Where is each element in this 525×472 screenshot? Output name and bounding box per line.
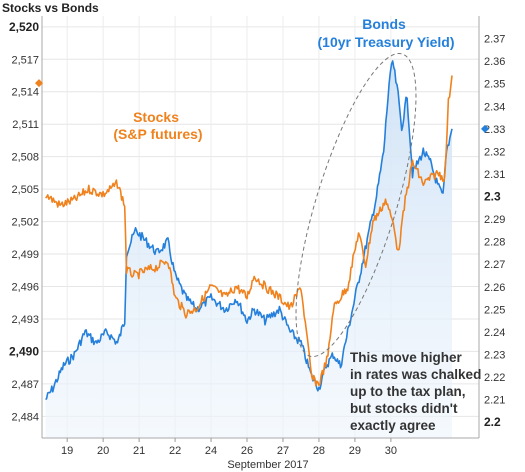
- right-tick-label: 2.23: [484, 350, 505, 362]
- right-tick-label: 2.27: [484, 259, 505, 271]
- note-annotation: This move higher in rates was chalked up…: [350, 350, 485, 433]
- left-tick-label: 2,484: [11, 411, 39, 423]
- left-tick-label: 2,505: [11, 184, 39, 196]
- x-tick-label: 26: [241, 445, 253, 457]
- left-tick-label: 2,511: [12, 119, 39, 131]
- x-axis-ticks: 19 20 21 22 24 26 27 28 29 30: [61, 438, 397, 457]
- x-tick-label: 30: [385, 445, 397, 457]
- left-axis-ticks: 2,484 2,487 2,490 2,493 2,496 2,499 2,502 2,505…: [9, 20, 39, 424]
- left-tick-label: 2,490: [9, 344, 39, 358]
- x-tick-label: 28: [313, 445, 325, 457]
- right-tick-label: 2.22: [484, 372, 505, 384]
- x-tick-label: 22: [169, 445, 181, 457]
- note-line-5: exactly agree: [350, 418, 436, 433]
- bonds-area-fill: [45, 61, 452, 438]
- note-line-2: in rates was chalked: [350, 367, 481, 382]
- right-tick-label: 2.32: [484, 146, 505, 158]
- bonds-annotation-line-2: (10yr Treasury Yield): [318, 34, 455, 50]
- right-tick-label: 2.37: [484, 34, 505, 46]
- right-tick-label: 2.36: [484, 56, 505, 68]
- chart-title: Stocks vs Bonds: [2, 1, 99, 15]
- right-tick-label: 2.21: [484, 395, 505, 407]
- right-axis-ticks: 2.2 2.21 2.22 2.23 2.24 2.25 2.26 2.27 2.28 2.29 2…: [484, 34, 505, 430]
- note-line-1: This move higher: [350, 350, 463, 365]
- right-tick-label: 2.34: [484, 101, 505, 113]
- bonds-annotation-line-1: Bonds: [362, 16, 406, 32]
- note-line-3: up to the tax plan,: [350, 384, 466, 399]
- left-tick-label: 2,493: [11, 314, 39, 326]
- x-tick-label: 29: [349, 445, 361, 457]
- stocks-series: [45, 75, 453, 387]
- right-tick-label: 2.24: [484, 327, 505, 339]
- left-tick-label: 2,499: [11, 249, 39, 261]
- stocks-annotation-line-1: Stocks: [133, 109, 179, 125]
- x-tick-label: 27: [277, 445, 289, 457]
- x-tick-label: 21: [133, 445, 145, 457]
- right-tick-label: 2.25: [484, 304, 505, 316]
- stocks-annotation-line-2: (S&P futures): [113, 126, 202, 142]
- right-tick-label: 2.28: [484, 237, 505, 249]
- bonds-current-marker: [481, 124, 489, 133]
- right-tick-label: 2.33: [484, 124, 505, 136]
- bonds-line: [45, 60, 453, 401]
- right-tick-label: 2.31: [484, 169, 505, 181]
- right-tick-label: 2.35: [484, 79, 505, 91]
- right-tick-label: 2.29: [484, 214, 505, 226]
- stocks-annotation: Stocks (S&P futures): [113, 109, 202, 142]
- right-tick-label: 2.2: [484, 415, 501, 429]
- note-line-4: but stocks didn't: [350, 401, 458, 416]
- x-tick-label: 19: [61, 445, 73, 457]
- left-tick-label: 2,508: [11, 152, 39, 164]
- highlight-ellipse: [295, 52, 417, 358]
- right-tick-label: 2.26: [484, 282, 505, 294]
- stocks-line: [45, 75, 453, 387]
- stocks-current-marker: [35, 79, 43, 88]
- right-tick-label: 2.3: [484, 190, 501, 204]
- left-tick-label: 2,517: [11, 54, 39, 66]
- bonds-series: [45, 60, 453, 401]
- left-tick-label: 2,514: [11, 87, 39, 99]
- left-tick-label: 2,496: [11, 282, 39, 294]
- x-axis-label: September 2017: [227, 459, 308, 471]
- left-tick-label: 2,502: [11, 217, 39, 229]
- x-tick-label: 20: [97, 445, 109, 457]
- x-tick-label: 24: [205, 445, 217, 457]
- bonds-annotation: Bonds (10yr Treasury Yield): [318, 16, 455, 50]
- left-tick-label: 2,520: [9, 20, 39, 34]
- left-tick-label: 2,487: [11, 379, 39, 391]
